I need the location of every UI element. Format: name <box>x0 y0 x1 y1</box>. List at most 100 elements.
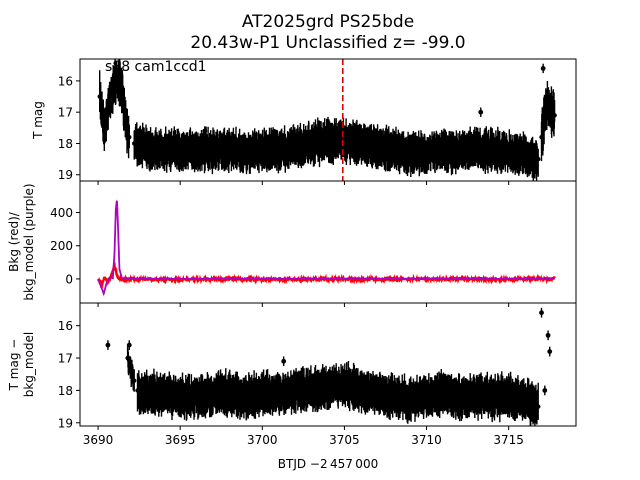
series-line-1 <box>97 200 555 296</box>
data-point <box>358 141 364 146</box>
data-point <box>407 150 413 156</box>
data-point <box>260 391 265 396</box>
outlier-point <box>478 109 484 115</box>
y-tick-label: 19 <box>58 416 73 430</box>
data-point <box>194 394 199 400</box>
y-axis-label-line1: T mag − <box>7 339 21 392</box>
data-point <box>145 391 150 396</box>
data-point <box>117 81 122 87</box>
data-point <box>539 135 544 140</box>
data-point <box>161 391 166 396</box>
data-point <box>276 147 281 152</box>
outlier-point <box>202 128 208 134</box>
y-tick-label: 16 <box>58 74 73 88</box>
data-point <box>490 394 495 400</box>
data-point <box>110 88 116 93</box>
panel-annotation: s88 cam1ccd1 <box>105 59 207 75</box>
errorbar-cluster-1 <box>136 361 539 426</box>
data-point <box>292 388 298 393</box>
x-tick-label: 3700 <box>247 433 278 447</box>
y-tick-label: 18 <box>58 137 73 151</box>
data-point <box>107 97 112 102</box>
data-point <box>135 388 140 393</box>
axes-frame <box>79 302 577 427</box>
data-point <box>127 135 132 140</box>
plot-area <box>97 200 556 296</box>
data-point <box>522 153 528 159</box>
plot-area <box>105 307 553 426</box>
data-point <box>309 388 314 393</box>
data-point <box>375 144 380 149</box>
data-point <box>542 109 547 115</box>
series-line-0 <box>97 261 556 289</box>
data-point <box>194 147 199 152</box>
data-point <box>536 404 541 409</box>
data-point <box>177 147 183 152</box>
outlier-point <box>540 65 546 71</box>
x-tick-label: 3690 <box>83 433 114 447</box>
data-point <box>545 100 551 105</box>
outlier-point <box>281 358 287 364</box>
axes-frame <box>79 180 577 304</box>
data-point <box>424 150 429 156</box>
outlier-point <box>539 310 544 316</box>
data-point <box>123 119 129 124</box>
data-point <box>358 388 364 393</box>
y-tick-label: 18 <box>58 384 73 398</box>
outlier-point <box>545 332 551 338</box>
panel-background: 0 200 400 Bkg (red)/bkg_model (purple) <box>7 180 577 307</box>
data-point <box>440 391 446 396</box>
data-point <box>552 113 557 118</box>
data-point <box>125 355 130 361</box>
panel-tmag-minus-bkg: 16 17 18 19 3690 3695 3700 3705 3710 3715 T mag − b… <box>7 302 577 447</box>
y-tick-label: 19 <box>58 168 73 182</box>
data-point <box>243 150 249 156</box>
data-point <box>391 147 396 152</box>
data-point <box>276 391 281 396</box>
data-point <box>120 94 125 99</box>
data-point <box>342 381 347 387</box>
outlier-point <box>547 349 553 354</box>
data-point <box>473 394 479 400</box>
x-tick-label: 3710 <box>411 433 442 447</box>
data-point <box>549 106 554 112</box>
y-tick-label: 17 <box>58 352 73 366</box>
chart-title-line2: 20.43w-P1 Unclassified z= -99.0 <box>190 33 465 53</box>
data-point <box>506 394 511 400</box>
data-point <box>375 391 380 396</box>
data-point <box>407 397 413 403</box>
errorbar-cluster-0 <box>126 346 135 392</box>
data-point <box>292 144 298 149</box>
data-point <box>113 75 119 80</box>
data-point <box>506 150 511 156</box>
y-axis-label-line2: bkg_model <box>22 332 36 398</box>
data-point <box>161 147 166 152</box>
data-point <box>457 394 462 400</box>
y-tick-label: 0 <box>65 272 73 286</box>
data-point <box>227 391 232 396</box>
data-point <box>473 147 479 152</box>
data-point <box>391 394 396 400</box>
data-point <box>490 147 495 152</box>
y-tick-label: 200 <box>50 239 73 253</box>
data-point <box>177 394 183 400</box>
x-axis-label: BTJD −2 457 000 <box>278 457 378 471</box>
data-point <box>260 147 265 152</box>
y-axis-label-line1: Bkg (red)/ <box>7 211 21 272</box>
y-tick-label: 17 <box>58 106 73 120</box>
data-point <box>227 147 232 152</box>
outlier-point <box>105 342 111 348</box>
data-point <box>522 397 528 403</box>
data-point <box>102 125 107 131</box>
data-point <box>325 138 331 143</box>
y-tick-label: 400 <box>50 206 73 220</box>
data-point <box>97 94 102 99</box>
plot-area <box>97 59 557 181</box>
data-point <box>145 144 150 149</box>
data-point <box>536 156 541 162</box>
chart-title-line1: AT2025grd PS25bde <box>242 12 414 32</box>
outlier-point <box>312 128 318 134</box>
data-point <box>131 141 137 146</box>
data-point <box>440 147 446 152</box>
